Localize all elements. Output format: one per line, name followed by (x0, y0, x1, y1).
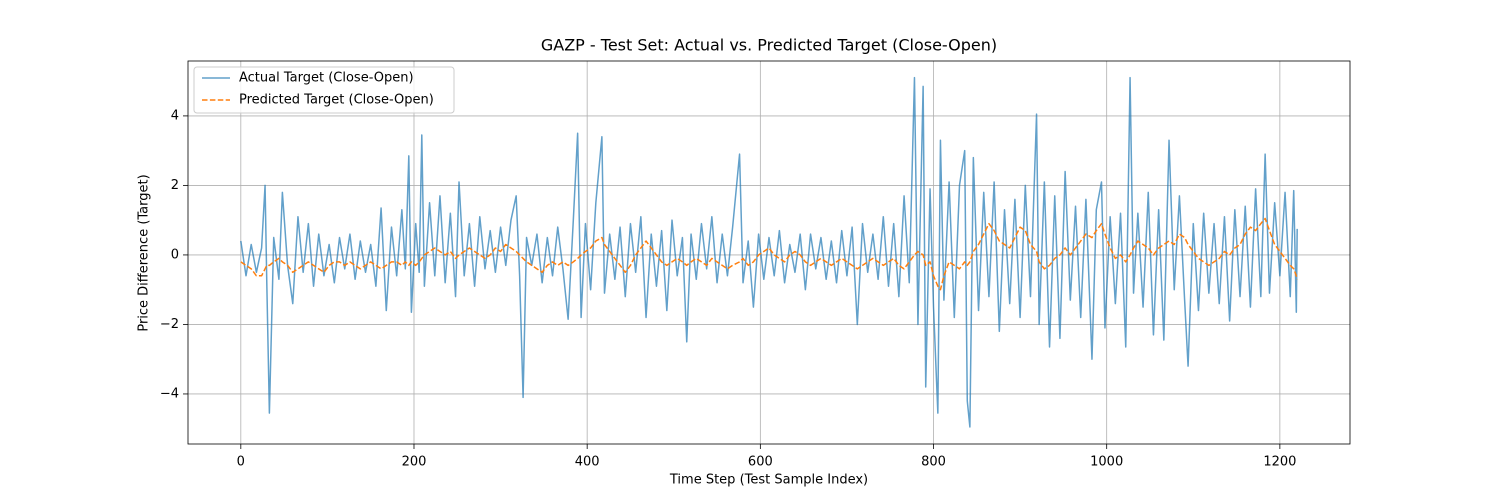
x-tick-label: 1200 (1263, 455, 1296, 470)
y-tick-label: −2 (160, 317, 179, 332)
legend-box (193, 66, 455, 114)
y-axis-label: Price Difference (Target) (137, 174, 152, 331)
x-tick-label: 200 (402, 455, 427, 470)
y-tick-label: 2 (171, 178, 179, 193)
x-tick-label: 1000 (1090, 455, 1123, 470)
y-tick-label: 0 (171, 247, 179, 262)
x-tick-label: 800 (921, 455, 946, 470)
x-tick-label: 600 (748, 455, 773, 470)
chart-title: GAZP - Test Set: Actual vs. Predicted Ta… (541, 36, 997, 55)
legend-label: Actual Target (Close-Open) (239, 71, 414, 86)
x-axis-label: Time Step (Test Sample Index) (669, 473, 868, 488)
x-tick-label: 400 (575, 455, 600, 470)
series-line (240, 76, 1298, 428)
x-tick-label: 0 (237, 455, 245, 470)
y-tick-label: 4 (171, 108, 179, 123)
legend: Actual Target (Close-Open) Predicted Targ… (193, 66, 455, 114)
y-tick-label: −4 (160, 386, 179, 401)
plot-frame (187, 60, 1351, 445)
legend-label: Predicted Target (Close-Open) (239, 93, 434, 108)
